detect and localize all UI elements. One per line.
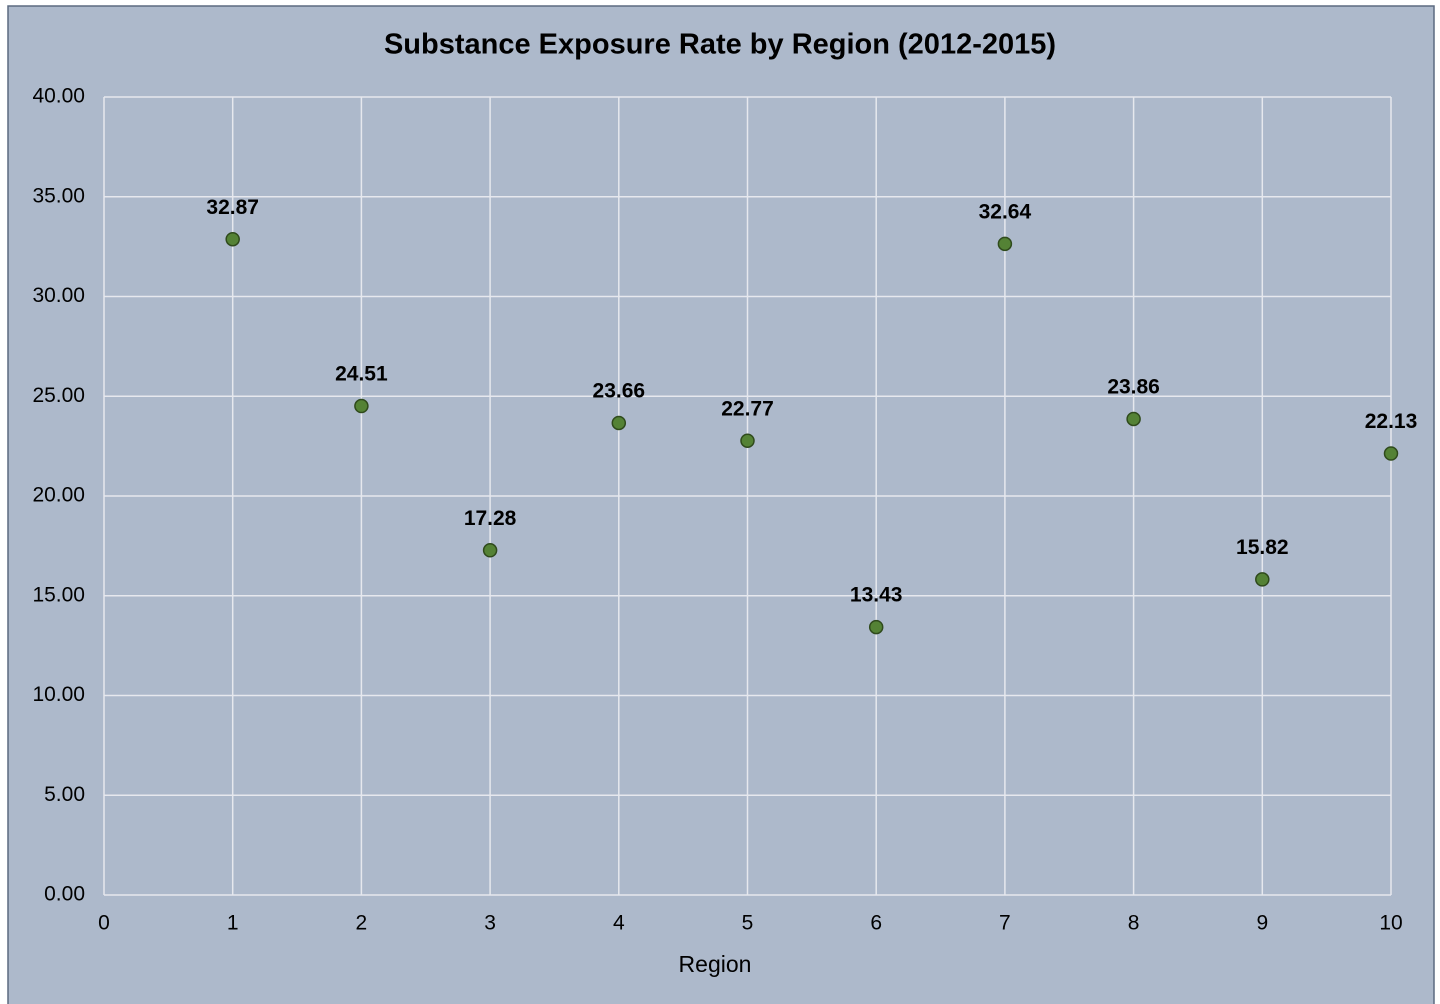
x-tick-label: 9 — [1256, 912, 1268, 935]
chart-title: Substance Exposure Rate by Region (2012-… — [384, 29, 1056, 61]
y-tick-label: 20.00 — [32, 484, 85, 507]
data-label: 23.86 — [1107, 376, 1160, 399]
x-tick-label: 2 — [356, 912, 368, 935]
y-tick-label: 10.00 — [32, 683, 85, 706]
point — [482, 543, 498, 558]
data-label: 22.13 — [1365, 410, 1418, 433]
point — [354, 398, 369, 414]
point — [1255, 572, 1270, 587]
x-tick-label: 3 — [484, 912, 496, 935]
y-tick-label: 35.00 — [32, 184, 85, 207]
y-tick-label: 25.00 — [32, 384, 85, 407]
data-label: 15.82 — [1236, 536, 1289, 559]
y-tick-label: 5.00 — [44, 783, 85, 806]
x-tick-label: 7 — [999, 912, 1011, 935]
point — [1126, 411, 1141, 427]
data-label: 24.51 — [335, 363, 388, 386]
x-tick-label: 4 — [613, 912, 625, 935]
point — [740, 433, 755, 448]
data-label: 17.28 — [464, 507, 517, 530]
chart-frame — [7, 5, 1435, 1004]
data-label: 32.87 — [206, 196, 259, 219]
point — [868, 619, 884, 635]
y-tick-label: 30.00 — [32, 284, 85, 307]
y-tick-label: 0.00 — [44, 883, 85, 906]
data-label: 23.66 — [593, 380, 646, 403]
data-label: 13.43 — [850, 584, 903, 607]
point — [997, 236, 1013, 252]
data-label: 32.64 — [979, 200, 1032, 223]
point — [225, 231, 240, 247]
x-tick-label: 0 — [98, 912, 110, 935]
x-tick-label: 10 — [1379, 912, 1402, 935]
y-tick-label: 40.00 — [32, 85, 85, 108]
x-axis-label: Region — [679, 951, 752, 977]
point — [611, 415, 627, 431]
x-tick-label: 5 — [742, 912, 754, 935]
x-tick-label: 1 — [227, 912, 239, 935]
data-label: 22.77 — [721, 397, 774, 420]
x-tick-label: 8 — [1128, 912, 1140, 935]
point — [1383, 446, 1399, 461]
y-tick-label: 15.00 — [32, 583, 85, 606]
x-tick-label: 6 — [870, 912, 882, 935]
